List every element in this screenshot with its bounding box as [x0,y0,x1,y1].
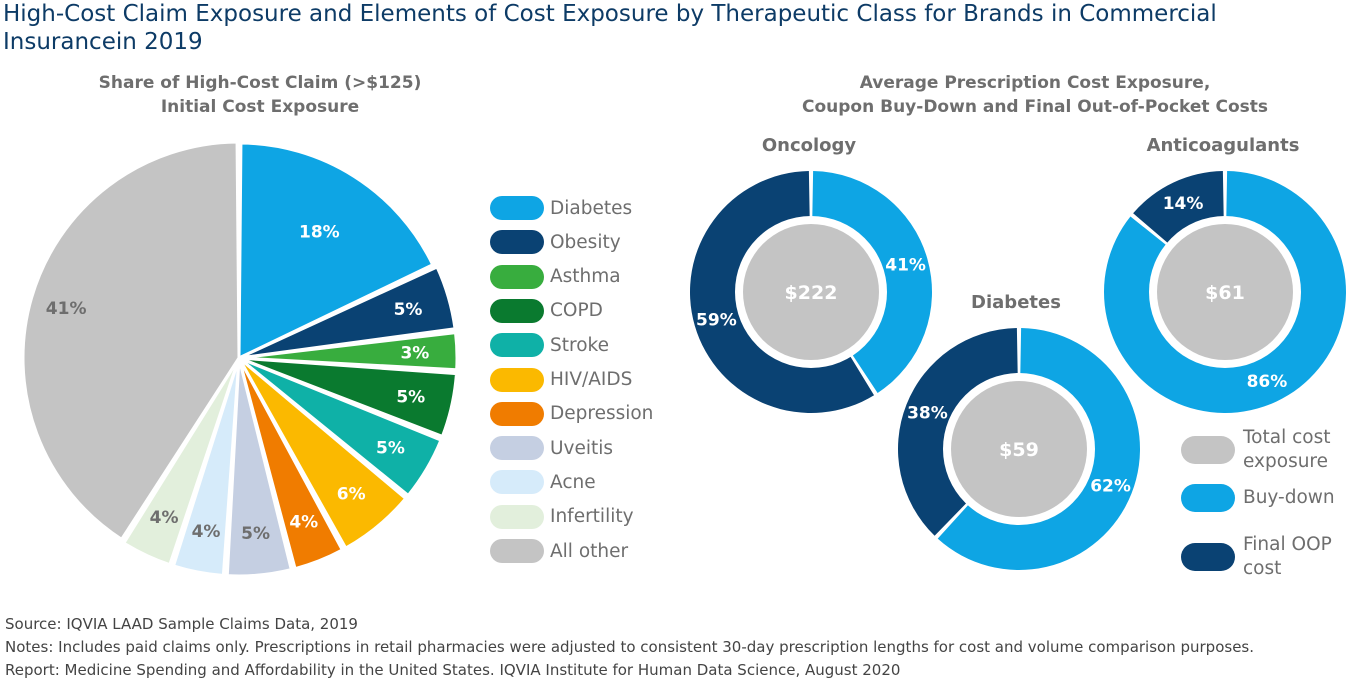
donut-center-oncology [743,224,879,360]
legend-buydown-swatch [1181,484,1235,512]
donut-total-oncology: $222 [785,282,838,304]
pie-label-stroke: 5% [376,439,405,459]
pie-slice-infertility [122,356,241,567]
donut-label-diabetes-final-oop-cost: 38% [907,404,948,424]
legend-item-obesity: Obesity [490,230,621,255]
donut-label-oncology-final-oop-cost: 59% [696,310,737,330]
donut-center-anticoagulants [1157,224,1293,360]
donut-total-diabetes: $59 [999,439,1039,461]
legend-swatch-obesity [490,230,544,255]
legend-swatch-acne [490,470,544,495]
donut-label-oncology-buy-down: 41% [885,256,926,276]
ring-title-oncology: Oncology [761,135,857,156]
donut-label-diabetes-buy-down: 62% [1090,476,1131,496]
legend-oop-label: Final OOP cost [1243,533,1332,581]
legend-item-depression: Depression [490,401,654,426]
legend-item-diabetes: Diabetes [490,196,632,220]
report-note: Report: Medicine Spending and Affordabil… [5,661,901,679]
legend-oop-line1: Final OOP [1243,534,1332,555]
ring-title-diabetes: Diabetes [971,292,1061,313]
legend-label-hiv-aids: HIV/AIDS [550,369,633,390]
pie-label-depression: 4% [289,513,318,533]
legend-swatch-asthma [490,264,544,289]
legend-item-all-other: All other [490,539,628,563]
pie-subtitle-line1: Share of High-Cost Claim (>$125) [98,73,422,93]
pie-label-acne: 4% [192,522,221,542]
legend-swatch-hiv-aids [490,367,544,392]
pie-label-uveitis: 5% [241,524,270,544]
legend-item-asthma: Asthma [490,264,621,289]
legend-total-line1: Total cost [1243,427,1331,448]
donut-label-anticoagulants-final-oop-cost: 14% [1163,194,1204,214]
legend-swatch-copd [490,298,544,323]
donut-subtitle-line2: Coupon Buy-Down and Final Out-of-Pocket … [802,97,1268,117]
pie-slice-depression [237,356,344,571]
pie-slice-copd [237,356,458,438]
pie-slice-all-other [21,140,241,541]
legend-total-label: Total cost exposure [1243,426,1330,474]
pie-label-all-other: 41% [46,299,87,319]
legend-total-cost: Total cost exposure [1181,426,1330,474]
donut-charts: 41% 59% $222 62% 38% $59 86% 14% $61 [689,171,1346,570]
pie-slice-hiv-aids [237,356,408,550]
legend-swatch-all-other [490,539,544,563]
legend-final-oop: Final OOP cost [1181,533,1332,581]
legend-swatch-diabetes [490,196,544,220]
pie-label-asthma: 3% [400,343,429,363]
pie-label-infertility: 4% [150,508,179,528]
pie-subtitle: Share of High-Cost Claim (>$125) Initial… [40,71,480,119]
legend-buydown-label: Buy-down [1243,487,1335,508]
donut-diabetes: 62% 38% $59 [898,328,1140,570]
legend-swatch-uveitis [490,436,544,461]
notes-text: Notes: Includes paid claims only. Prescr… [5,638,1255,656]
pie-slice-obesity [237,265,457,360]
legend-label-diabetes: Diabetes [550,197,633,219]
legend-item-hiv-aids: HIV/AIDS [490,367,633,392]
donut-total-anticoagulants: $61 [1205,282,1245,304]
chart-title: High-Cost Claim Exposure and Elements of… [3,1,1217,55]
legend-total-swatch [1181,436,1235,464]
donut-subtitle: Average Prescription Cost Exposure, Coup… [760,71,1310,119]
legend-swatch-depression [490,401,544,426]
source-note: Source: IQVIA LAAD Sample Claims Data, 2… [5,615,358,633]
legend-item-infertility: Infertility [490,504,634,529]
donut-subtitle-line1: Average Prescription Cost Exposure, [859,73,1211,93]
donut-center-diabetes [951,381,1087,517]
legend-item-uveitis: Uveitis [490,436,614,461]
ring-title-anticoagulants: Anticoagulants [1146,135,1300,156]
legend-label-all-other: All other [550,540,629,562]
legend-label-stroke: Stroke [550,334,609,356]
donut-anticoagulants: 86% 14% $61 [1104,171,1346,413]
pie-slice-acne [172,356,241,577]
pie-label-diabetes: 18% [299,222,340,242]
pie-label-copd: 5% [396,387,425,407]
pie-label-hiv-aids: 6% [337,485,366,505]
legend-item-acne: Acne [490,470,596,495]
legend-swatch-infertility [490,504,544,529]
pie-slice-diabetes [237,141,435,360]
pie-subtitle-line2: Initial Cost Exposure [160,97,360,117]
pie-chart: 18% 5% 3% 5% 5% 6% 4% 5% 4% 4% 41% [21,140,459,578]
legend-item-stroke: Stroke [490,333,609,358]
legend-buy-down: Buy-down [1181,484,1335,512]
legend-oop-line2: cost [1243,558,1282,579]
legend-label-obesity: Obesity [550,231,621,253]
pie-label-obesity: 5% [394,300,423,320]
legend-label-depression: Depression [550,403,654,425]
pie-slice-uveitis [225,356,293,578]
legend-label-asthma: Asthma [550,266,621,288]
legend-oop-swatch [1181,543,1235,571]
legend-label-copd: COPD [550,300,603,322]
legend-total-line2: exposure [1243,451,1329,472]
legend-swatch-stroke [490,333,544,358]
donut-oncology: 41% 59% $222 [689,171,932,413]
legend-label-acne: Acne [550,471,596,493]
legend-label-infertility: Infertility [550,506,634,528]
legend-item-copd: COPD [490,298,603,323]
legend-label-uveitis: Uveitis [550,437,614,459]
pie-slice-stroke [237,356,443,497]
donut-label-anticoagulants-buy-down: 86% [1247,372,1288,392]
